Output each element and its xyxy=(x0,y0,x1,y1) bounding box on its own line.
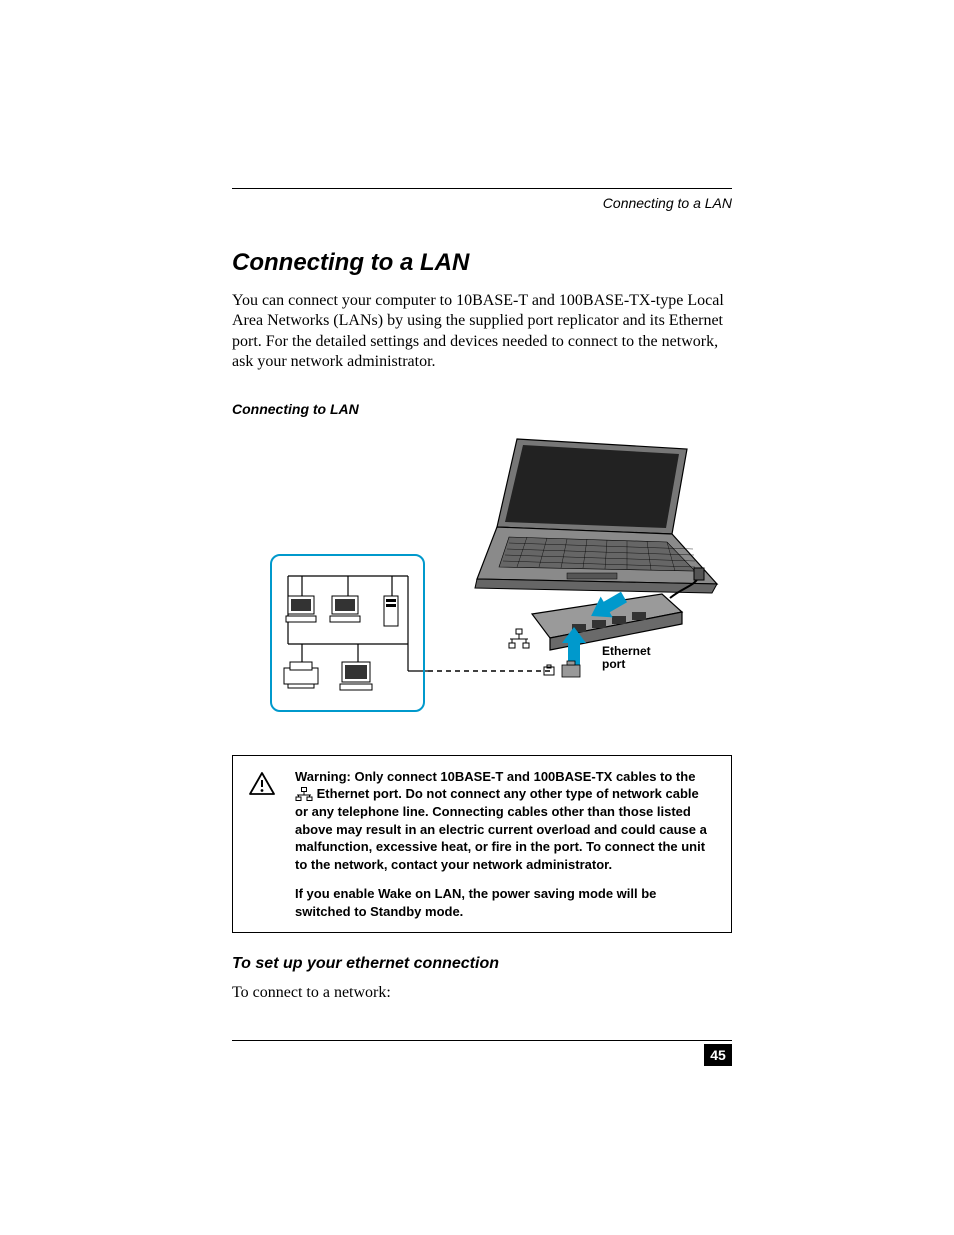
warning-text: Warning: Only connect 10BASE-T and 100BA… xyxy=(295,768,715,920)
warning-box: Warning: Only connect 10BASE-T and 100BA… xyxy=(232,755,732,933)
intro-paragraph: You can connect your computer to 10BASE-… xyxy=(232,291,732,373)
ethernet-label-line2: port xyxy=(602,657,625,671)
running-head: Connecting to a LAN xyxy=(232,195,732,211)
page-title: Connecting to a LAN xyxy=(232,249,732,277)
figure-caption: Connecting to LAN xyxy=(232,401,732,417)
warning-p2: If you enable Wake on LAN, the power sav… xyxy=(295,885,715,920)
ethernet-port-label: Ethernet port xyxy=(602,645,651,671)
warning-icon xyxy=(249,772,275,796)
lan-box-border xyxy=(270,554,425,712)
top-rule xyxy=(232,188,732,189)
lead-in-text: To connect to a network: xyxy=(232,983,732,1003)
subheading: To set up your ethernet connection xyxy=(232,955,732,973)
warning-p1-a: Warning: Only connect 10BASE-T and 100BA… xyxy=(295,769,695,784)
figure-connecting-to-lan: Ethernet port xyxy=(232,429,732,719)
footer-rule xyxy=(232,1040,732,1041)
network-icon xyxy=(295,787,313,801)
warning-p1-b: Ethernet port. Do not connect any other … xyxy=(295,786,707,871)
ethernet-label-line1: Ethernet xyxy=(602,644,651,658)
page-number: 45 xyxy=(704,1044,732,1066)
